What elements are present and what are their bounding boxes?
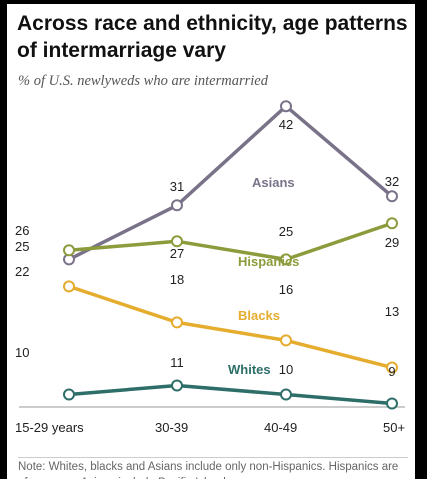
data-point-whites-0	[63, 388, 75, 401]
x-tick-label-2: 40-49	[264, 420, 297, 435]
series-label-whites: Whites	[228, 362, 271, 377]
data-label-whites-0: 10	[15, 345, 29, 360]
series-label-hispanics: Hispanics	[238, 254, 299, 269]
data-label-hispanics-0: 26	[15, 223, 29, 238]
data-label-hispanics-2: 25	[279, 224, 293, 239]
data-label-whites-1: 11	[170, 355, 184, 370]
data-point-hispanics-1	[171, 235, 183, 248]
data-label-blacks-3: 13	[385, 304, 399, 319]
series-label-blacks: Blacks	[238, 308, 280, 323]
chart-subtitle: % of U.S. newlyweds who are intermarried	[18, 73, 268, 89]
data-point-asians-1	[171, 199, 183, 212]
data-label-blacks-2: 16	[279, 282, 293, 297]
data-point-asians-2	[280, 100, 292, 113]
series-line-blacks	[67, 284, 394, 370]
data-label-asians-2: 42	[279, 117, 293, 132]
data-label-blacks-1: 18	[170, 272, 184, 287]
data-point-blacks-3	[386, 361, 398, 374]
series-line-asians	[67, 104, 394, 262]
line-chart: 15-29 years 30-39 40-49 50+ 25 31 42 32 Asians 26…	[15, 100, 405, 435]
data-point-hispanics-3	[386, 217, 398, 230]
data-label-asians-3: 32	[385, 174, 399, 189]
data-point-blacks-2	[280, 334, 292, 347]
data-label-whites-2: 10	[279, 362, 293, 377]
data-point-whites-1	[171, 379, 183, 392]
data-label-blacks-0: 22	[15, 264, 29, 279]
chart-note: Note: Whites, blacks and Asians include …	[18, 457, 408, 479]
data-point-blacks-0	[63, 280, 75, 293]
data-label-whites-3: 9	[388, 364, 395, 379]
data-point-whites-3	[386, 397, 398, 410]
data-label-hispanics-1: 27	[170, 246, 184, 261]
x-tick-label-1: 30-39	[155, 420, 188, 435]
series-line-whites	[67, 383, 394, 406]
series-line-hispanics	[67, 221, 394, 262]
data-point-blacks-1	[171, 316, 183, 329]
data-label-asians-1: 31	[170, 179, 184, 194]
data-point-whites-2	[280, 388, 292, 401]
data-point-asians-3	[386, 190, 398, 203]
data-point-hispanics-0	[63, 244, 75, 257]
data-label-hispanics-3: 29	[385, 235, 399, 250]
chart-panel: Across race and ethnicity, age patterns …	[7, 4, 415, 479]
x-tick-label-0: 15-29 years	[15, 420, 84, 435]
x-tick-label-3: 50+	[383, 420, 405, 435]
data-label-asians-0: 25	[15, 239, 29, 254]
series-label-asians: Asians	[252, 175, 295, 190]
chart-title: Across race and ethnicity, age patterns …	[17, 12, 408, 62]
data-point-hispanics-2	[280, 253, 292, 266]
